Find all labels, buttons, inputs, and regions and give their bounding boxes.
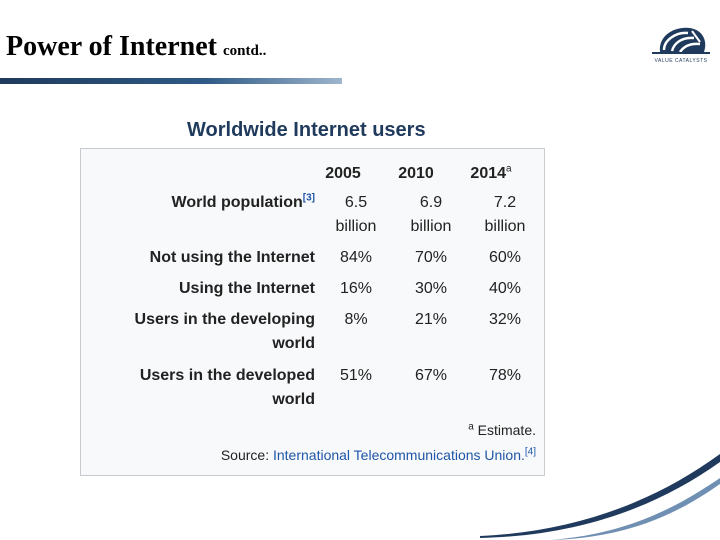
table-cell: 32% (488, 311, 522, 328)
column-header-2014: 2014a (461, 162, 521, 186)
row-label-not-using: Not using the Internet (149, 249, 315, 266)
row-label-developed-line2: world (272, 391, 315, 408)
table-cell: 70% (414, 249, 448, 266)
footnote-text: Estimate. (473, 422, 536, 438)
column-header-2010: 2010 (398, 165, 434, 182)
row-label-developed-line1: Users in the developed (139, 367, 315, 384)
table-cell: 8% (344, 311, 368, 328)
column-header-2014-text: 2014 (470, 165, 507, 182)
slide-title-suffix: contd.. (222, 43, 267, 59)
table-cell: 7.2 (493, 194, 517, 211)
table-cell-unit: billion (410, 218, 452, 235)
slide-title: Power of Internet contd.. (6, 33, 266, 61)
row-label-developing-line1: Users in the developing (134, 311, 315, 328)
source-link[interactable]: International Telecommunications Union. (272, 447, 525, 463)
table-cell: 51% (339, 367, 373, 384)
row-label-world-population: World population[3] (172, 191, 315, 215)
logo-globe-icon (652, 27, 710, 54)
table-cell: 40% (488, 280, 522, 297)
table-cell-unit: billion (484, 218, 526, 235)
table-cell: 30% (414, 280, 448, 297)
source-prefix: Source: (220, 447, 273, 463)
company-logo: VALUE CATALYSTS (650, 22, 712, 68)
title-underline (0, 78, 342, 84)
table-cell: 6.5 (344, 194, 368, 211)
source-line: Source: International Telecommunications… (221, 447, 536, 463)
column-header-2005: 2005 (325, 165, 361, 182)
row-label-world-population-text: World population (171, 194, 303, 211)
table-cell: 21% (414, 311, 448, 328)
slide-title-text: Power of Internet (6, 31, 217, 62)
table-cell: 84% (339, 249, 373, 266)
table-cell: 67% (414, 367, 448, 384)
row-label-developing-line2: world (272, 335, 315, 352)
table-cell: 6.9 (419, 194, 443, 211)
citation-link-3[interactable]: [3] (302, 192, 315, 204)
table-cell: 16% (339, 280, 373, 297)
decorative-swoosh (480, 454, 720, 540)
logo-text: VALUE CATALYSTS (654, 58, 708, 64)
estimate-marker: a (506, 163, 512, 175)
footnote-marker: a (468, 421, 474, 433)
internet-users-table: 2005 2010 2014a World population[3] 6.5 … (80, 148, 545, 476)
table-heading: Worldwide Internet users (187, 119, 426, 141)
table-cell: 78% (488, 367, 522, 384)
row-label-using: Using the Internet (178, 280, 315, 297)
table-cell-unit: billion (335, 218, 377, 235)
estimate-footnote: a Estimate. (468, 422, 536, 438)
citation-link-4[interactable]: [4] (524, 446, 536, 458)
table-cell: 60% (488, 249, 522, 266)
